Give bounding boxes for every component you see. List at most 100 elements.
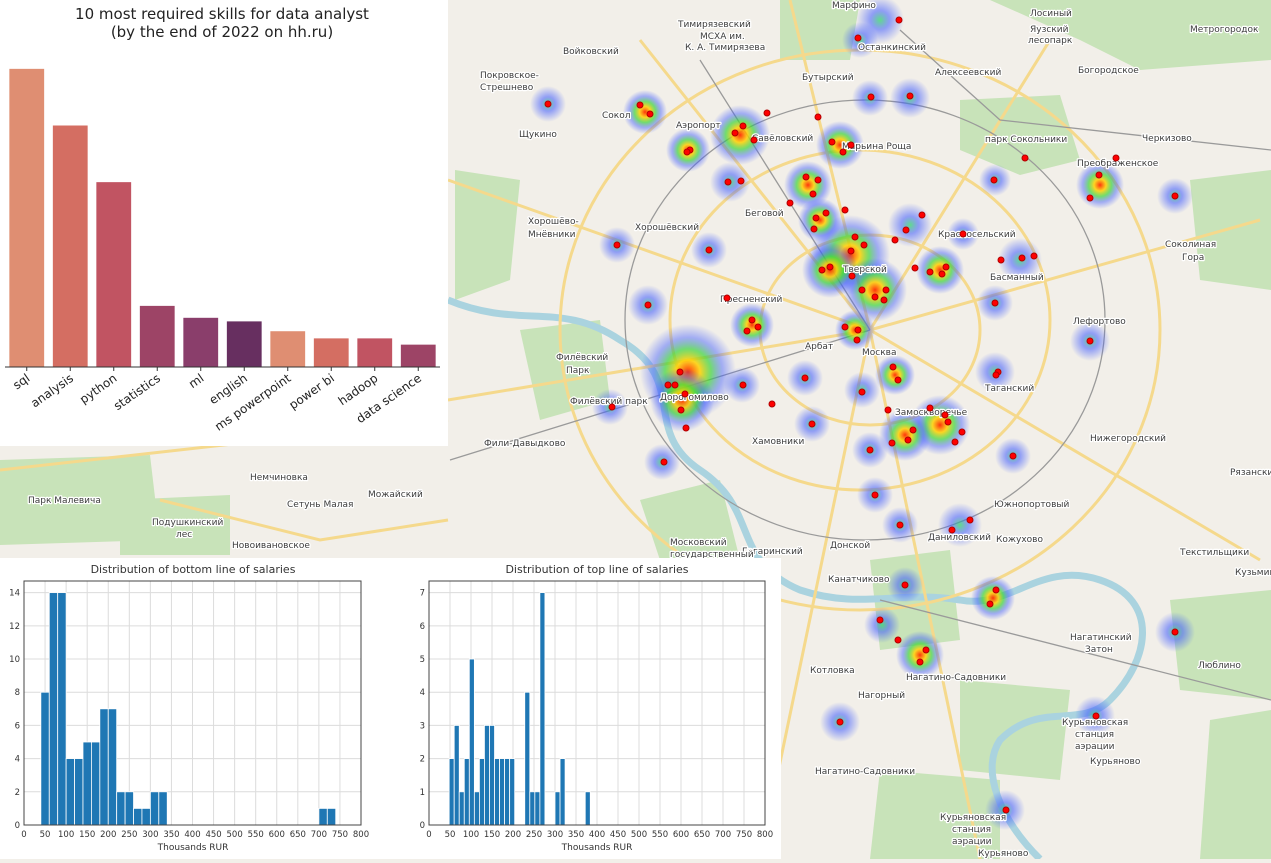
x-tick-label: 200 [100,830,116,840]
map-label: лес [176,530,192,540]
map-label: Пресненский [720,295,783,305]
x-tick-label: 200 [505,830,521,840]
map-label: Можайский [368,490,423,500]
histogram-bar [584,791,591,826]
salary-histograms-panel: Distribution of bottom line of salaries … [0,558,781,859]
x-tick-label: 300 [547,830,563,840]
y-tick-label: 14 [9,589,20,599]
histogram-bar [494,758,500,826]
histogram-bar [453,725,460,826]
histogram-bar [149,791,160,826]
x-tick-label: 350 [163,830,179,840]
y-tick-label: 6 [15,721,20,731]
map-label: Хорошёво- [528,217,579,227]
map-label: Мнёвники [528,230,576,240]
skills-bar-chart-panel: 10 most required skills for data analyst… [0,0,448,446]
map-label: МСХА им. [700,32,745,42]
plot-frame [428,580,766,826]
histogram-bar [554,791,561,826]
map-label: Филёвский парк [570,397,648,407]
x-tick-label: 650 [290,830,306,840]
y-tick-label: 6 [420,622,425,632]
map-label: Немчиновка [250,473,308,483]
map-label: Канатчиково [828,575,890,585]
x-tick-label: 750 [332,830,348,840]
x-tick-label: 0 [21,830,26,840]
x-tick-label: 750 [736,830,752,840]
skills-bar-chart: 10 most required skills for data analyst… [5,5,440,434]
map-label: Котловка [810,666,855,676]
skill-bar [183,317,219,367]
map-label: Нагорный [858,691,905,701]
map-label: Рязанский [1230,468,1271,478]
map-label: Хамовники [752,437,804,447]
histogram-bar [484,725,490,826]
map-label: Лефортово [1073,317,1126,327]
map-label: Черкизово [1142,134,1192,144]
skill-tick-label: ms powerpoint [212,371,294,434]
x-tick-label: 100 [463,830,479,840]
map-label: Тверской [842,265,887,275]
y-tick-label: 2 [420,755,425,765]
map-label: Хорошёвский [635,223,699,233]
map-label: Войковский [563,47,619,57]
histogram-bar [107,708,118,826]
skill-tick-label: sql [10,371,32,392]
histogram-bar [40,691,50,826]
map-label: Курьяново [978,849,1029,859]
x-tick-label: 100 [58,830,74,840]
histogram-bar [124,791,134,826]
y-tick-label: 3 [420,721,425,731]
x-tick-label: 350 [568,830,584,840]
map-label: Марфино [832,1,876,11]
histogram-bar [133,808,143,826]
map-label: К. А. Тимирязева [685,43,765,53]
map-label: Курьяновская [940,813,1006,823]
map-label: Соколиная [1165,240,1216,250]
histogram-bar [539,592,546,826]
x-tick-label: 550 [248,830,264,840]
histogram-bar [478,758,485,826]
map-label: Донской [830,541,870,551]
skill-tick-label: ml [186,371,206,391]
histogram-bar [57,592,67,826]
map-label: лесопарк [1028,36,1073,46]
map-label: Подушкинский [152,518,223,528]
map-label: Нагатинский [1070,633,1132,643]
histogram-bar [318,808,328,826]
map-label: Текстильщики [1179,548,1249,558]
map-label: Дорогомилово [660,393,729,403]
map-label: Савёловский [752,134,813,144]
histogram-bar [499,758,505,826]
map-label: Сетунь Малая [287,500,353,510]
map-label: Кожухово [996,535,1043,545]
map-label: Метрогородок [1190,25,1259,35]
map-label: Арбат [805,342,833,352]
map-label: Парк [566,366,590,376]
map-label: Преображенское [1077,159,1159,169]
y-tick-label: 2 [15,788,20,798]
skill-bar [139,305,175,367]
histogram-bar [91,741,101,826]
map-label: Затон [1085,645,1113,655]
histogram-bar [326,808,337,826]
y-tick-label: 10 [9,655,20,665]
map-label: Даниловский [928,533,991,543]
map-label: Богородское [1078,66,1139,76]
map-label: Марьина Роща [842,142,911,152]
map-label: парк Сокольники [985,135,1067,145]
map-label: Филёвский [556,353,608,363]
skill-bar [226,321,262,367]
y-tick-label: 7 [420,589,425,599]
y-tick-label: 8 [15,688,20,698]
map-label: Кузьминки [1235,568,1271,578]
map-label: Аэропорт [676,121,721,131]
histogram-bar [463,758,470,826]
map-label: Гагаринский [742,547,803,557]
histogram-bar [448,758,455,826]
map-label: Нагатино-Садовники [815,767,915,777]
histogram-bar [158,791,168,826]
map-label: Новоивановское [232,541,310,551]
map-label: Стрешнево [480,83,534,93]
map-label: Нижегородский [1090,434,1166,444]
